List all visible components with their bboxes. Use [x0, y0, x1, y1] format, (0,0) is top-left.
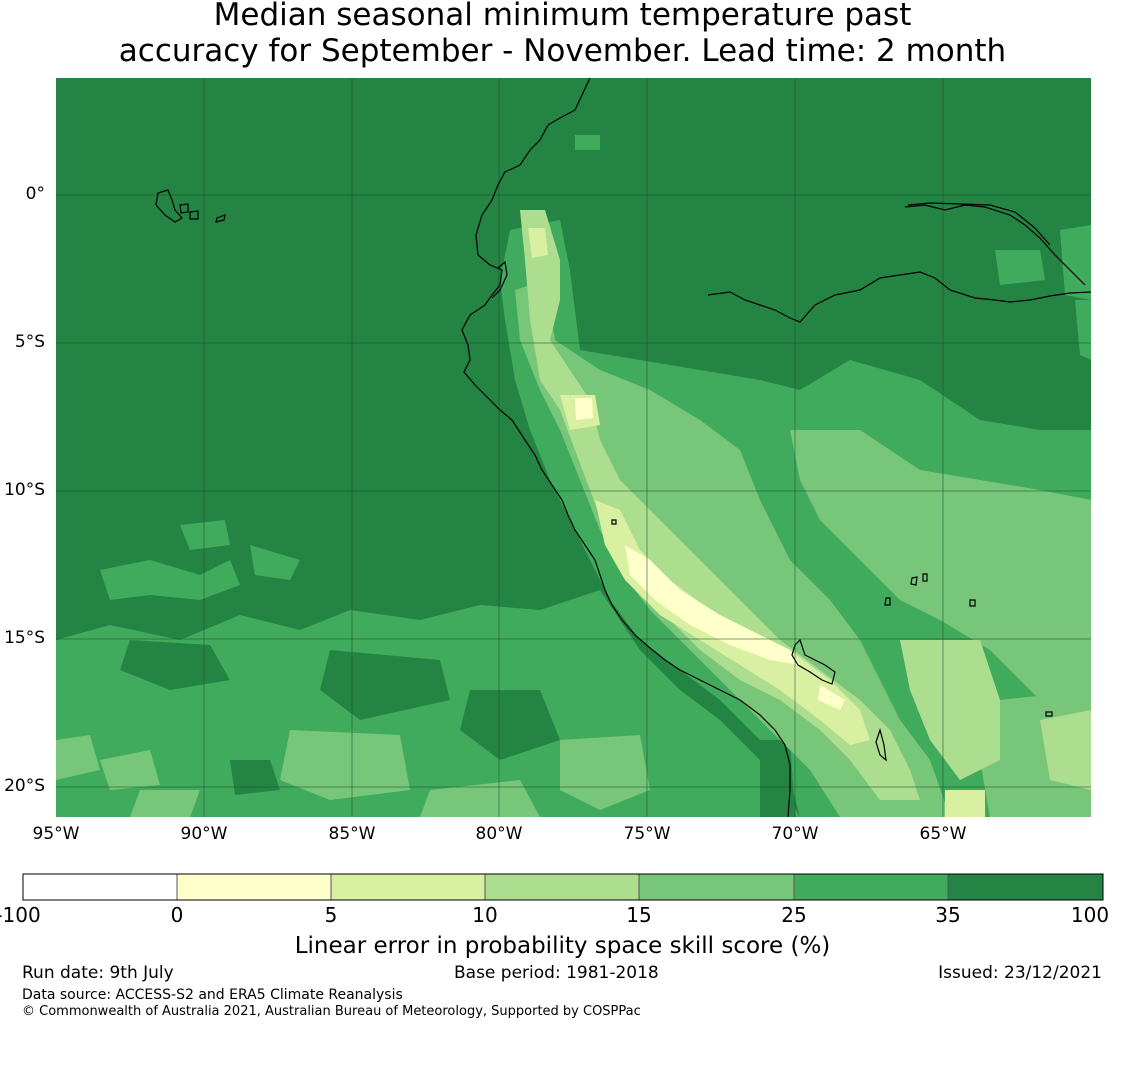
chart-title-line-1: Median seasonal minimum temperature past: [213, 0, 912, 33]
field-ne-2: [1060, 225, 1091, 300]
field-band-5-10: [528, 228, 548, 258]
field-east-10-15: [900, 640, 1000, 780]
lat-label: 10°S: [4, 480, 45, 500]
field-band-0-5: [575, 398, 593, 420]
colorbar-segment: [23, 874, 177, 900]
island-galapagos-3: [189, 210, 199, 220]
run-date: Run date: 9th July: [22, 963, 174, 983]
lake-small-6: [611, 519, 617, 525]
field-east-10-15b: [1040, 710, 1091, 790]
field-ocean-dark3: [460, 690, 560, 760]
lon-label: 70°W: [771, 824, 819, 844]
colorbar-tick: 25: [781, 903, 807, 927]
amazon-river: [707, 271, 1092, 323]
colorbar-frame: [22, 873, 1104, 901]
lon-label: 95°W: [32, 824, 80, 844]
colorbar: [22, 873, 1104, 901]
colorbar-segment: [485, 874, 639, 900]
field-ocean-light3: [280, 730, 410, 800]
lon-label: 85°W: [328, 824, 376, 844]
lake-titicaca: [791, 638, 836, 685]
data-source: Data source: ACCESS-S2 and ERA5 Climate …: [22, 987, 403, 1003]
lon-label: 80°W: [475, 824, 523, 844]
lake-small-1: [910, 576, 918, 586]
lat-label: 15°S: [4, 628, 45, 648]
field-ocean-light2: [100, 750, 160, 790]
lake-small-4: [969, 599, 976, 607]
island-galapagos-1: [155, 189, 183, 223]
issued-date: Issued: 23/12/2021: [938, 963, 1102, 983]
field-nw-tiny: [575, 135, 600, 150]
chart-title-line-2: accuracy for September - November. Lead …: [118, 33, 1007, 69]
lake-poopo: [875, 727, 887, 762]
colorbar-segment: [948, 874, 1103, 900]
lon-label: 65°W: [919, 824, 967, 844]
field-ocean-dark4: [230, 760, 280, 795]
lon-label: 90°W: [180, 824, 228, 844]
river-north: [904, 204, 1086, 286]
field-band-0-5c: [818, 685, 845, 710]
field-ne-3: [1075, 300, 1091, 360]
island-galapagos-4: [215, 214, 226, 223]
field-ne-1: [995, 250, 1045, 285]
lat-label: 20°S: [4, 776, 45, 796]
colorbar-segment: [639, 874, 794, 900]
field-ocean-mid: [100, 560, 240, 600]
colorbar-segment: [794, 874, 948, 900]
colorbar-tick: 100: [1070, 903, 1110, 927]
lat-label: 0°: [25, 184, 45, 204]
map-field: [56, 78, 1091, 817]
colorbar-tick: -100: [0, 903, 41, 927]
gridlines: [56, 78, 1091, 817]
colorbar-segment: [331, 874, 485, 900]
lon-label: 75°W: [623, 824, 671, 844]
field-ocean-dark1: [120, 640, 230, 690]
river-north-2: [907, 202, 1051, 246]
lake-small-2: [922, 573, 928, 582]
colorbar-tick: 10: [472, 903, 498, 927]
field-ocean-light5: [130, 790, 200, 817]
lake-small-3: [884, 597, 891, 606]
field-band-15-25: [515, 280, 950, 817]
copyright: © Commonwealth of Australia 2021, Austra…: [22, 1004, 641, 1019]
field-ocean-mid2: [180, 520, 230, 550]
colorbar-tick: 15: [626, 903, 652, 927]
coastlines: [155, 77, 1092, 818]
field-ocean-light6: [420, 780, 540, 817]
coastline-south-america: [461, 77, 791, 818]
colorbar-tick: 35: [935, 903, 961, 927]
lat-label: 5°S: [14, 332, 45, 352]
island-galapagos-2: [179, 203, 189, 214]
field-ocean-light4: [560, 735, 650, 810]
field-band-5-10d: [945, 790, 985, 817]
colorbar-segment: [177, 874, 331, 900]
field-east-15-25: [790, 430, 1091, 700]
field-ocean-mid3: [250, 545, 300, 580]
coastline-gulf-guayaquil: [491, 260, 508, 299]
base-period: Base period: 1981-2018: [454, 963, 659, 983]
field-band-0-5b: [625, 545, 800, 665]
field-ocean-light1: [56, 735, 100, 780]
field-interior-dark3: [760, 740, 795, 817]
lake-small-5: [1045, 711, 1053, 717]
colorbar-label: Linear error in probability space skill …: [294, 933, 831, 959]
colorbar-tick: 5: [324, 903, 338, 927]
colorbar-tick: 0: [170, 903, 184, 927]
